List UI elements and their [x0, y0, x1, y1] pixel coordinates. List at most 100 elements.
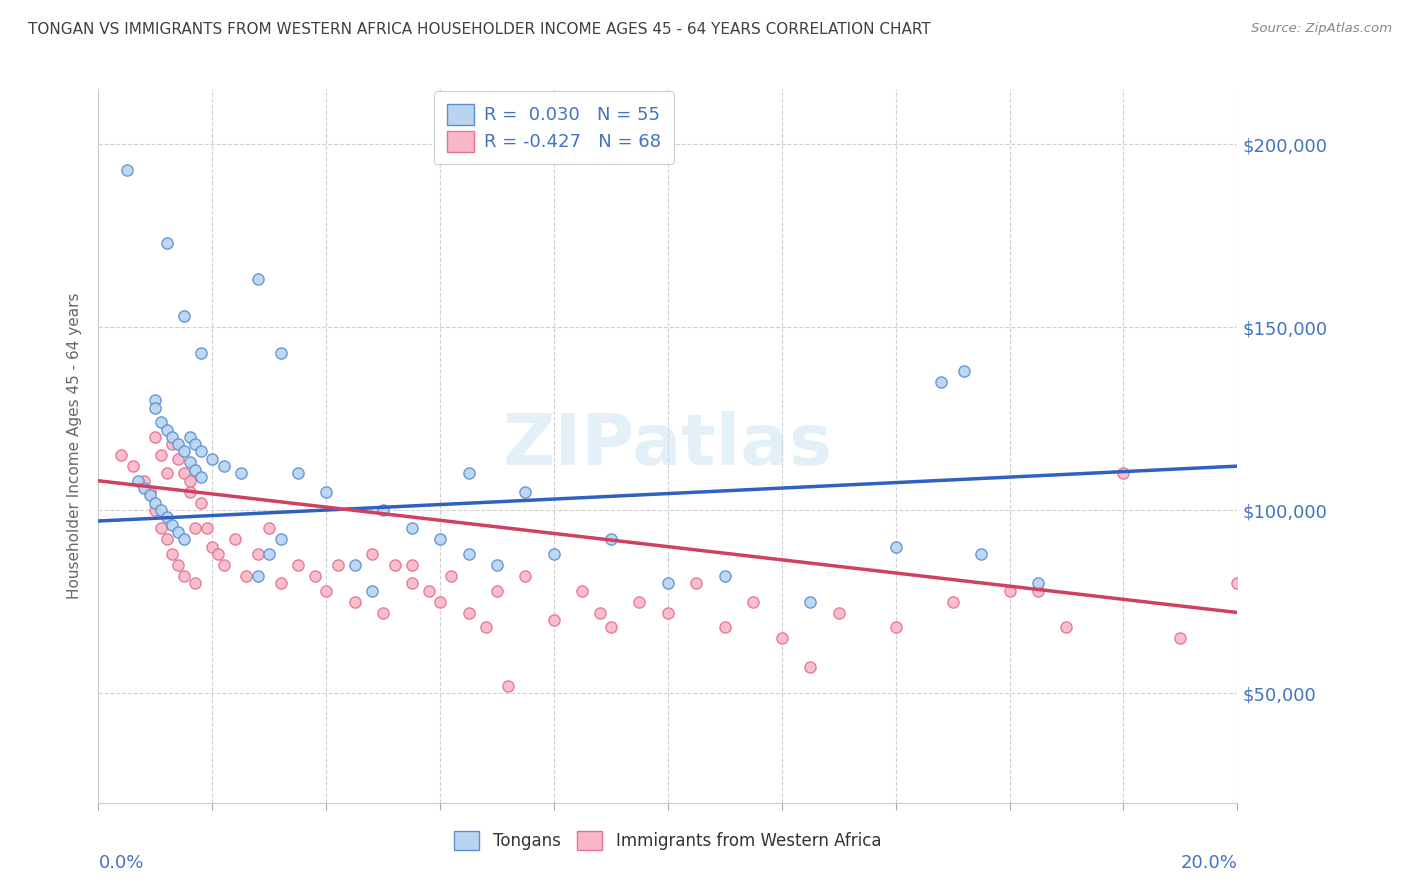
Point — [167, 437, 190, 451]
Point — [184, 463, 207, 477]
Point — [600, 620, 623, 634]
Point — [173, 444, 195, 458]
Point — [742, 594, 765, 608]
Point — [588, 606, 610, 620]
Point — [628, 594, 651, 608]
Point — [212, 558, 235, 572]
Point — [156, 235, 179, 250]
Point — [132, 474, 155, 488]
Point — [486, 558, 509, 572]
Point — [190, 345, 212, 359]
Point — [156, 510, 179, 524]
Point — [953, 364, 976, 378]
Point — [145, 430, 167, 444]
Point — [207, 547, 229, 561]
Point — [184, 576, 207, 591]
Point — [162, 547, 184, 561]
Point — [360, 547, 382, 561]
Point — [384, 558, 406, 572]
Point — [173, 569, 195, 583]
Point — [799, 660, 821, 674]
Point — [714, 620, 737, 634]
Point — [401, 558, 423, 572]
Point — [770, 631, 793, 645]
Text: ZIPatlas: ZIPatlas — [503, 411, 832, 481]
Point — [162, 517, 184, 532]
Point — [212, 459, 235, 474]
Point — [371, 503, 394, 517]
Point — [970, 547, 993, 561]
Point — [1226, 576, 1249, 591]
Point — [179, 430, 201, 444]
Point — [150, 503, 173, 517]
Point — [162, 430, 184, 444]
Point — [315, 583, 337, 598]
Point — [167, 558, 190, 572]
Point — [259, 521, 281, 535]
Point — [270, 533, 292, 547]
Point — [235, 569, 257, 583]
Point — [179, 474, 201, 488]
Point — [138, 488, 160, 502]
Point — [110, 448, 132, 462]
Point — [173, 533, 195, 547]
Point — [145, 393, 167, 408]
Point — [201, 451, 224, 466]
Point — [184, 437, 207, 451]
Point — [150, 521, 173, 535]
Text: TONGAN VS IMMIGRANTS FROM WESTERN AFRICA HOUSEHOLDER INCOME AGES 45 - 64 YEARS C: TONGAN VS IMMIGRANTS FROM WESTERN AFRICA… — [28, 22, 931, 37]
Point — [162, 437, 184, 451]
Point — [1056, 620, 1078, 634]
Point — [486, 583, 509, 598]
Point — [201, 540, 224, 554]
Point — [685, 576, 707, 591]
Point — [474, 620, 496, 634]
Point — [190, 470, 212, 484]
Point — [457, 606, 479, 620]
Point — [1170, 631, 1192, 645]
Point — [270, 576, 292, 591]
Point — [418, 583, 440, 598]
Point — [121, 459, 143, 474]
Text: Source: ZipAtlas.com: Source: ZipAtlas.com — [1251, 22, 1392, 36]
Point — [145, 503, 167, 517]
Point — [600, 533, 623, 547]
Point — [173, 309, 195, 323]
Point — [304, 569, 326, 583]
Point — [156, 533, 179, 547]
Point — [457, 467, 479, 481]
Point — [515, 569, 537, 583]
Point — [145, 496, 167, 510]
Point — [799, 594, 821, 608]
Point — [287, 467, 309, 481]
Point — [179, 455, 201, 469]
Point — [190, 444, 212, 458]
Text: 0.0%: 0.0% — [98, 854, 143, 872]
Point — [714, 569, 737, 583]
Point — [1026, 583, 1049, 598]
Point — [115, 162, 138, 177]
Point — [571, 583, 593, 598]
Point — [429, 533, 451, 547]
Point — [138, 484, 160, 499]
Point — [167, 451, 190, 466]
Point — [127, 474, 149, 488]
Point — [1112, 467, 1135, 481]
Point — [145, 401, 167, 415]
Point — [884, 620, 907, 634]
Point — [429, 594, 451, 608]
Point — [259, 547, 281, 561]
Point — [440, 569, 463, 583]
Point — [457, 547, 479, 561]
Point — [270, 345, 292, 359]
Legend: Tongans, Immigrants from Western Africa: Tongans, Immigrants from Western Africa — [446, 822, 890, 859]
Point — [543, 613, 565, 627]
Point — [150, 415, 173, 429]
Point — [1026, 576, 1049, 591]
Point — [998, 583, 1021, 598]
Point — [229, 467, 252, 481]
Point — [326, 558, 349, 572]
Point — [167, 524, 190, 539]
Point — [828, 606, 851, 620]
Point — [246, 547, 269, 561]
